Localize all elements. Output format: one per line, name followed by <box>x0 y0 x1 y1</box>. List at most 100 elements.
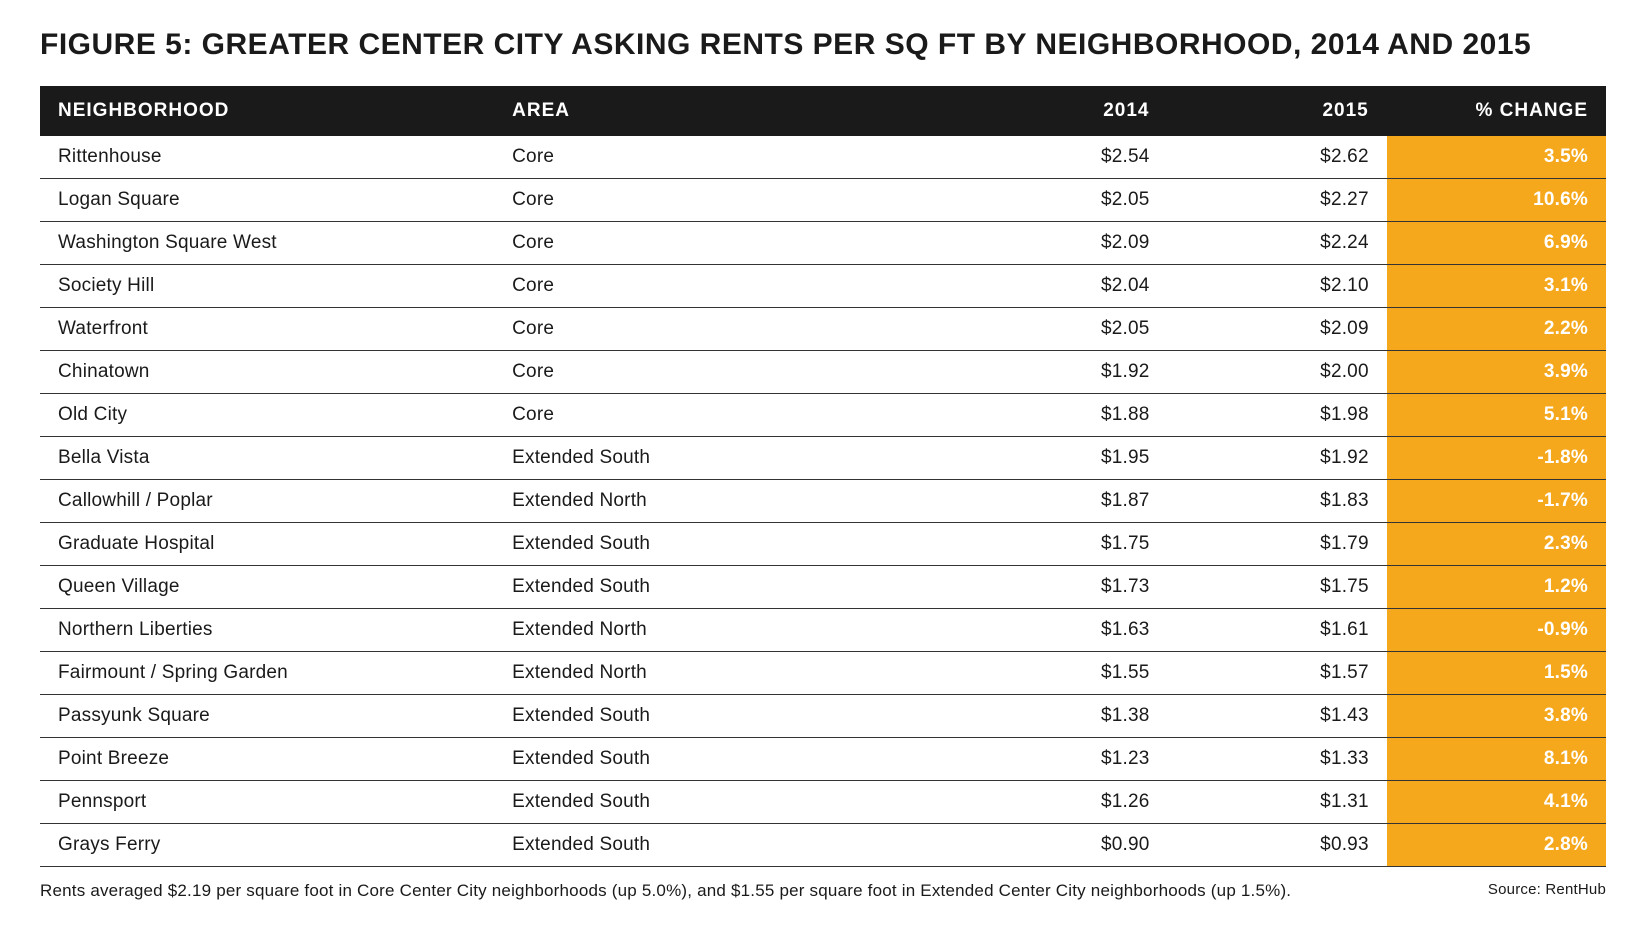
table-row: Bella VistaExtended South$1.95$1.92-1.8% <box>40 437 1606 480</box>
table-row: PennsportExtended South$1.26$1.314.1% <box>40 781 1606 824</box>
cell-2015: $1.43 <box>1167 695 1386 738</box>
table-row: Passyunk SquareExtended South$1.38$1.433… <box>40 695 1606 738</box>
cell-neighborhood: Pennsport <box>40 781 494 824</box>
cell-2015: $1.61 <box>1167 609 1386 652</box>
source-text: Source: RentHub <box>1448 881 1606 898</box>
cell-2014: $1.75 <box>948 523 1167 566</box>
cell-neighborhood: Grays Ferry <box>40 824 494 867</box>
cell-2014: $0.90 <box>948 824 1167 867</box>
cell-area: Extended South <box>494 437 948 480</box>
cell-2014: $2.54 <box>948 136 1167 179</box>
cell-change: 3.8% <box>1387 695 1606 738</box>
cell-change: -1.7% <box>1387 480 1606 523</box>
col-header-area: AREA <box>494 86 948 136</box>
cell-2015: $2.24 <box>1167 222 1386 265</box>
cell-2014: $1.23 <box>948 738 1167 781</box>
cell-2015: $1.83 <box>1167 480 1386 523</box>
table-row: Callowhill / PoplarExtended North$1.87$1… <box>40 480 1606 523</box>
cell-area: Core <box>494 265 948 308</box>
table-row: ChinatownCore$1.92$2.003.9% <box>40 351 1606 394</box>
table-row: RittenhouseCore$2.54$2.623.5% <box>40 136 1606 179</box>
table-row: Logan SquareCore$2.05$2.2710.6% <box>40 179 1606 222</box>
cell-area: Extended South <box>494 781 948 824</box>
cell-2015: $2.27 <box>1167 179 1386 222</box>
cell-2014: $1.73 <box>948 566 1167 609</box>
cell-change: 2.3% <box>1387 523 1606 566</box>
cell-change: -1.8% <box>1387 437 1606 480</box>
cell-neighborhood: Old City <box>40 394 494 437</box>
cell-neighborhood: Callowhill / Poplar <box>40 480 494 523</box>
cell-neighborhood: Rittenhouse <box>40 136 494 179</box>
table-row: Point BreezeExtended South$1.23$1.338.1% <box>40 738 1606 781</box>
cell-2015: $1.31 <box>1167 781 1386 824</box>
footnote-text: Rents averaged $2.19 per square foot in … <box>40 881 1291 901</box>
table-row: Graduate HospitalExtended South$1.75$1.7… <box>40 523 1606 566</box>
cell-2015: $0.93 <box>1167 824 1386 867</box>
cell-2014: $1.38 <box>948 695 1167 738</box>
table-footer: Rents averaged $2.19 per square foot in … <box>40 881 1606 901</box>
cell-2014: $1.55 <box>948 652 1167 695</box>
cell-area: Extended South <box>494 695 948 738</box>
cell-neighborhood: Washington Square West <box>40 222 494 265</box>
cell-change: 6.9% <box>1387 222 1606 265</box>
cell-area: Core <box>494 308 948 351</box>
cell-change: 10.6% <box>1387 179 1606 222</box>
table-row: Fairmount / Spring GardenExtended North$… <box>40 652 1606 695</box>
cell-2015: $1.92 <box>1167 437 1386 480</box>
rents-table: NEIGHBORHOOD AREA 2014 2015 % CHANGE Rit… <box>40 86 1606 867</box>
cell-area: Extended North <box>494 652 948 695</box>
col-header-2014: 2014 <box>948 86 1167 136</box>
table-row: Old CityCore$1.88$1.985.1% <box>40 394 1606 437</box>
cell-2015: $2.62 <box>1167 136 1386 179</box>
cell-neighborhood: Queen Village <box>40 566 494 609</box>
cell-area: Core <box>494 179 948 222</box>
cell-2014: $1.26 <box>948 781 1167 824</box>
table-row: WaterfrontCore$2.05$2.092.2% <box>40 308 1606 351</box>
cell-2015: $2.09 <box>1167 308 1386 351</box>
cell-change: 2.8% <box>1387 824 1606 867</box>
cell-area: Core <box>494 351 948 394</box>
table-row: Northern LibertiesExtended North$1.63$1.… <box>40 609 1606 652</box>
cell-2015: $1.98 <box>1167 394 1386 437</box>
cell-2014: $1.95 <box>948 437 1167 480</box>
cell-2014: $1.63 <box>948 609 1167 652</box>
cell-2014: $1.88 <box>948 394 1167 437</box>
cell-2014: $2.09 <box>948 222 1167 265</box>
cell-2015: $1.33 <box>1167 738 1386 781</box>
cell-area: Extended South <box>494 523 948 566</box>
cell-change: 4.1% <box>1387 781 1606 824</box>
cell-2014: $2.05 <box>948 179 1167 222</box>
cell-2015: $1.75 <box>1167 566 1386 609</box>
col-header-neighborhood: NEIGHBORHOOD <box>40 86 494 136</box>
cell-neighborhood: Northern Liberties <box>40 609 494 652</box>
table-header-row: NEIGHBORHOOD AREA 2014 2015 % CHANGE <box>40 86 1606 136</box>
cell-2014: $2.05 <box>948 308 1167 351</box>
cell-neighborhood: Waterfront <box>40 308 494 351</box>
col-header-2015: 2015 <box>1167 86 1386 136</box>
cell-change: 5.1% <box>1387 394 1606 437</box>
table-row: Grays FerryExtended South$0.90$0.932.8% <box>40 824 1606 867</box>
cell-2014: $1.87 <box>948 480 1167 523</box>
cell-neighborhood: Logan Square <box>40 179 494 222</box>
cell-area: Extended South <box>494 824 948 867</box>
cell-neighborhood: Passyunk Square <box>40 695 494 738</box>
cell-neighborhood: Graduate Hospital <box>40 523 494 566</box>
cell-2014: $2.04 <box>948 265 1167 308</box>
col-header-change: % CHANGE <box>1387 86 1606 136</box>
cell-2014: $1.92 <box>948 351 1167 394</box>
table-row: Queen VillageExtended South$1.73$1.751.2… <box>40 566 1606 609</box>
cell-area: Extended North <box>494 480 948 523</box>
table-row: Society HillCore$2.04$2.103.1% <box>40 265 1606 308</box>
cell-change: 1.2% <box>1387 566 1606 609</box>
cell-change: 1.5% <box>1387 652 1606 695</box>
cell-neighborhood: Point Breeze <box>40 738 494 781</box>
cell-area: Core <box>494 222 948 265</box>
cell-change: -0.9% <box>1387 609 1606 652</box>
cell-2015: $1.79 <box>1167 523 1386 566</box>
cell-neighborhood: Fairmount / Spring Garden <box>40 652 494 695</box>
cell-change: 8.1% <box>1387 738 1606 781</box>
cell-2015: $2.00 <box>1167 351 1386 394</box>
cell-area: Core <box>494 394 948 437</box>
cell-neighborhood: Society Hill <box>40 265 494 308</box>
cell-area: Extended South <box>494 566 948 609</box>
